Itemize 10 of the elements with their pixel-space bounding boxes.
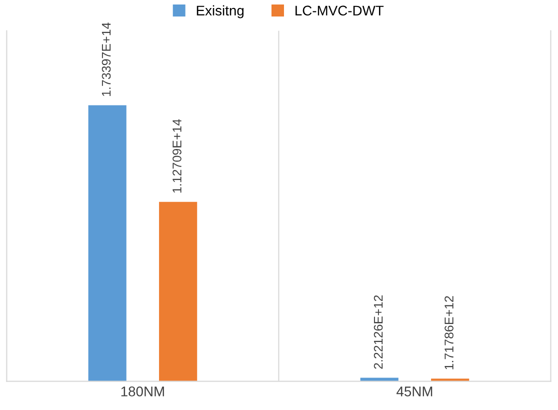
data-label: 1.73397E+14 (102, 22, 111, 96)
data-label: 1.12709E+14 (172, 119, 182, 193)
x-tick-label: 45NM (396, 386, 432, 396)
legend-label: Exisitng (196, 5, 244, 18)
data-label: 2.22126E+12 (374, 295, 383, 369)
bar (159, 202, 198, 382)
legend-label: LC-MVC-DWT (296, 6, 384, 16)
data-label: 1.71786E+12 (444, 296, 454, 370)
bar (88, 105, 126, 382)
x-tick-label: 180NM (121, 386, 164, 396)
